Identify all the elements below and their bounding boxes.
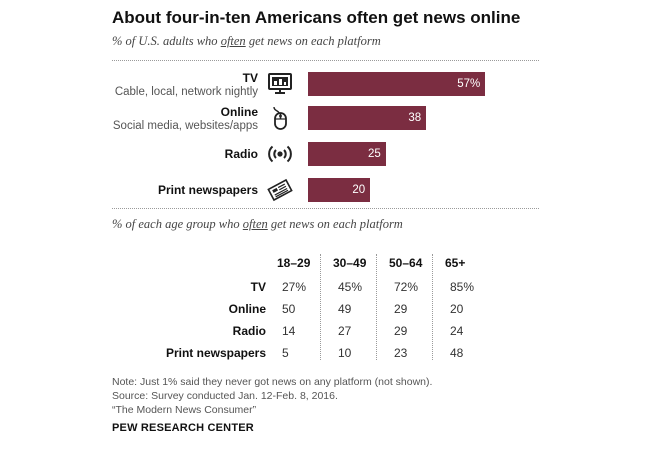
- table-cell: 5: [282, 346, 289, 360]
- tv-icon: [267, 72, 293, 96]
- table-cell: 45%: [338, 280, 363, 294]
- report-title: “The Modern News Consumer”: [112, 404, 257, 416]
- row-label: Online: [228, 302, 266, 316]
- table-cell: 29: [394, 302, 408, 316]
- row-label: Radio: [232, 324, 266, 338]
- source-note: Source: Survey conducted Jan. 12-Feb. 8,…: [112, 390, 338, 402]
- radio-icon: [267, 142, 293, 166]
- column-header: 65+: [445, 256, 466, 270]
- table-cell: 24: [450, 324, 464, 338]
- column-divider: [320, 254, 321, 360]
- bar-value-label: 38: [408, 112, 422, 124]
- category-label: Radio: [225, 147, 258, 161]
- column-header: 30–49: [333, 256, 367, 270]
- table-cell: 23: [394, 346, 408, 360]
- bar: [308, 106, 427, 130]
- table-subtitle: % of each age group who often get news o…: [112, 217, 403, 231]
- row-label: Print newspapers: [165, 346, 266, 360]
- divider: [112, 208, 539, 209]
- category-name: Radio: [224, 147, 258, 161]
- category-description: Cable, local, network nightly: [114, 86, 258, 98]
- table-cell: 29: [394, 324, 408, 338]
- row-label: TV: [250, 280, 266, 294]
- table-cell: 85%: [450, 280, 475, 294]
- category-name: TV: [242, 71, 258, 85]
- table-cell: 50: [282, 302, 296, 316]
- table-cell: 20: [450, 302, 464, 316]
- column-divider: [376, 254, 377, 360]
- chart-title: About four-in-ten Americans often get ne…: [112, 8, 521, 27]
- category-label: Print newspapers: [158, 183, 258, 197]
- brand-logo-text: PEW RESEARCH CENTER: [112, 422, 254, 434]
- table-cell: 48: [450, 346, 464, 360]
- chart-subtitle: % of U.S. adults who often get news on e…: [112, 34, 381, 48]
- table-cell: 27: [338, 324, 352, 338]
- newspaper-icon: [267, 178, 293, 202]
- category-name: Online: [220, 105, 258, 119]
- bar: [308, 72, 486, 96]
- table-cell: 10: [338, 346, 352, 360]
- table-cell: 72%: [394, 280, 419, 294]
- computer-mouse-icon: [267, 106, 293, 130]
- category-description: Social media, websites/apps: [112, 120, 258, 132]
- table-cell: 27%: [282, 280, 307, 294]
- bar: [308, 178, 371, 202]
- bar-value-label: 20: [352, 184, 366, 196]
- bar: [308, 142, 386, 166]
- bar-value-label: 25: [368, 148, 381, 160]
- column-divider: [432, 254, 433, 360]
- footnote: Note: Just 1% said they never got news o…: [112, 376, 433, 388]
- table-cell: 49: [338, 302, 352, 316]
- divider: [112, 60, 539, 61]
- bar-value-label: 57%: [457, 78, 481, 90]
- column-header: 50–64: [389, 256, 423, 270]
- category-label: TV Cable, local, network nightly: [115, 71, 258, 99]
- column-header: 18–29: [277, 256, 311, 270]
- category-label: Online Social media, websites/apps: [113, 105, 258, 133]
- table-cell: 14: [282, 324, 296, 338]
- category-name: Print newspapers: [157, 183, 258, 197]
